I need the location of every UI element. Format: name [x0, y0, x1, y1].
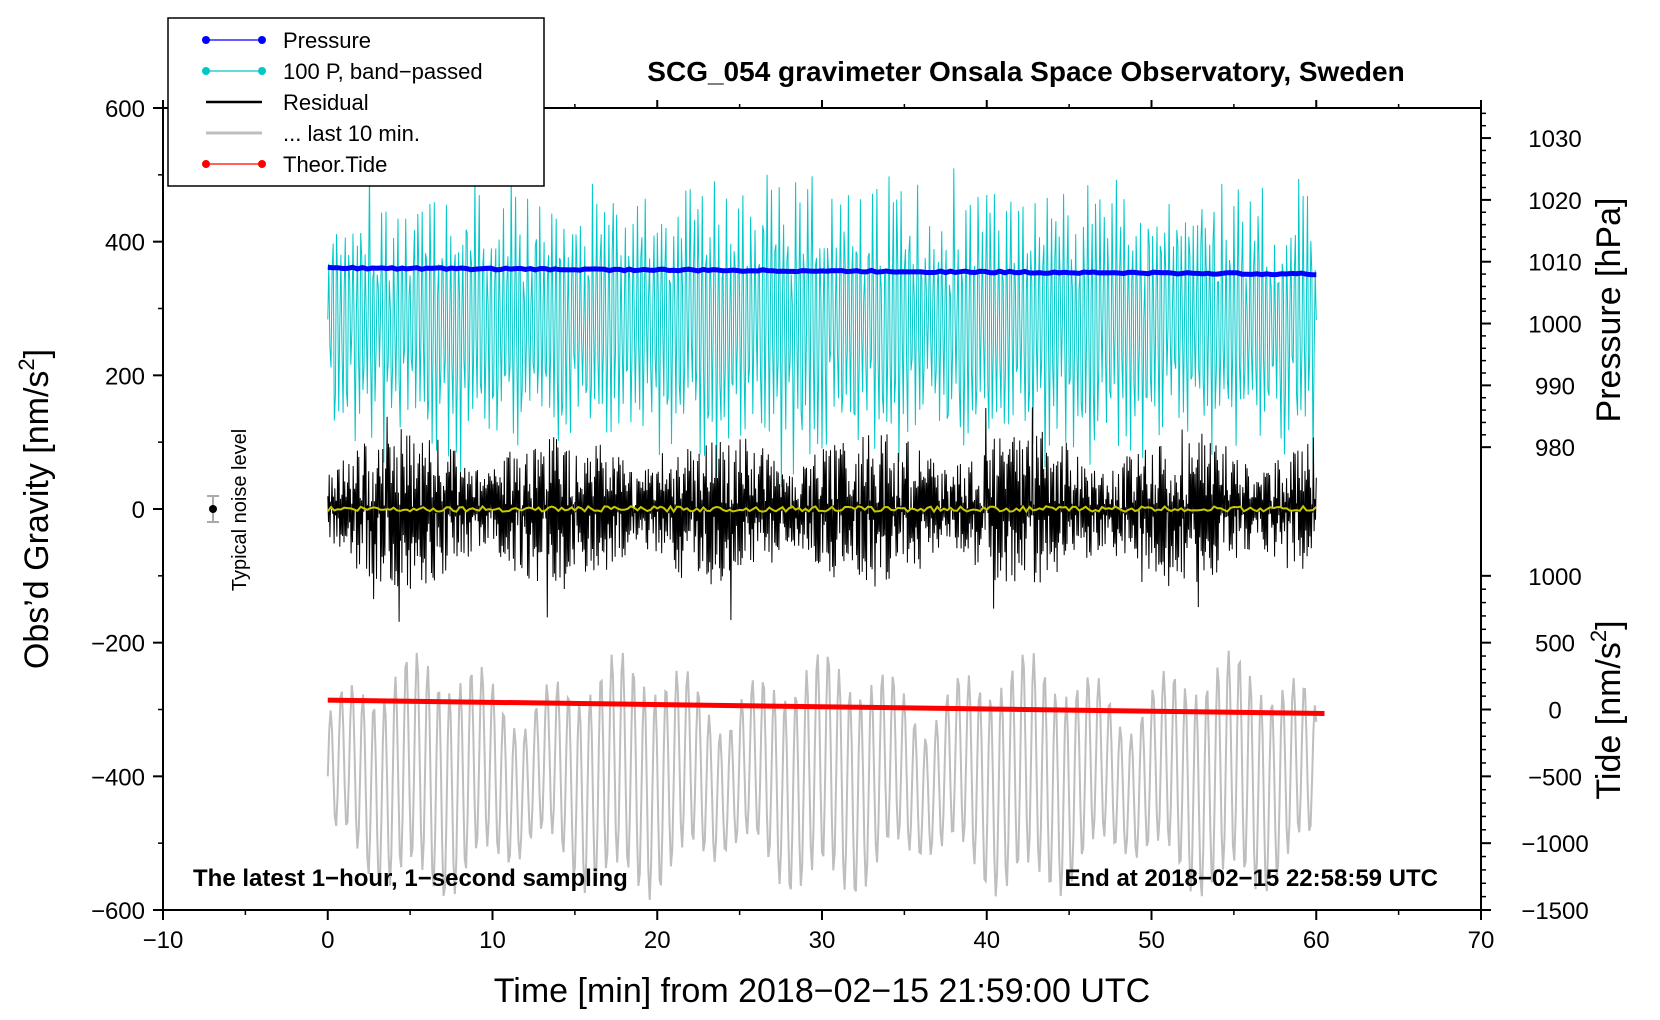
- y-tick-label: 400: [105, 230, 145, 257]
- y-axis-label-pressure: Pressure [hPa]: [1590, 198, 1628, 423]
- pressure-tick-label: 1000: [1528, 312, 1581, 339]
- y-axis-tide: 1000 500 0 −500 −1000 −1500: [1481, 564, 1589, 925]
- y-tick-label: −400: [91, 764, 145, 791]
- pressure-tick-label: 1010: [1528, 250, 1581, 277]
- x-tick-label: 20: [644, 927, 671, 954]
- y-axis-label-gravity-close: ]: [18, 349, 56, 358]
- legend-marker-end: [258, 36, 266, 44]
- y-axis-label-tide: Tide [nm/s2]: [1586, 620, 1628, 799]
- legend-marker-start: [202, 160, 210, 168]
- y-tick-label: −600: [91, 898, 145, 925]
- legend-marker-start: [202, 36, 210, 44]
- x-axis: −10 0 10 20 30 40 50 60 70: [143, 100, 1495, 954]
- y-tick-label: −200: [91, 631, 145, 658]
- y-axis-pressure: 1030 1020 1010 1000 990 980: [1481, 112, 1582, 462]
- pressure-line: [327, 264, 1317, 278]
- y-tick-label: 0: [132, 497, 145, 524]
- noise-indicator: Typical noise level: [207, 429, 251, 591]
- x-tick-label: 70: [1468, 927, 1495, 954]
- x-axis-label: Time [min] from 2018−02−15 21:59:00 UTC: [494, 972, 1150, 1010]
- x-tick-label: −10: [143, 927, 184, 954]
- tide-tick-label: 500: [1535, 631, 1575, 658]
- legend-label: 100 P, band−passed: [283, 59, 483, 84]
- y-axis-label-gravity-text: Obs’d Gravity [nm/s: [18, 371, 56, 670]
- legend-label: ... last 10 min.: [283, 121, 420, 146]
- legend-label: Pressure: [283, 28, 371, 53]
- legend-marker-end: [258, 67, 266, 75]
- y-axis-label-tide-close: ]: [1590, 620, 1628, 629]
- legend-marker-start: [202, 67, 210, 75]
- annotation-end-time: End at 2018−02−15 22:58:59 UTC: [1064, 865, 1438, 892]
- residual-line: [327, 407, 1317, 622]
- mean-residual-line: [326, 504, 1317, 514]
- annotation-latest-hour: The latest 1−hour, 1−second sampling: [193, 865, 628, 892]
- legend-marker-end: [258, 160, 266, 168]
- tide-tick-label: 0: [1548, 698, 1561, 725]
- x-tick-label: 60: [1303, 927, 1330, 954]
- legend: Pressure 100 P, band−passed Residual ... la…: [167, 17, 545, 187]
- legend-label: Residual: [283, 90, 369, 115]
- tide-tick-label: 1000: [1528, 564, 1581, 591]
- legend-label: Theor.Tide: [283, 152, 387, 177]
- bandpassed-pressure-line: [327, 168, 1317, 488]
- series-layer: [326, 168, 1325, 900]
- y-axis-label-tide-text: Tide [nm/s: [1590, 642, 1628, 799]
- y-tick-label: 200: [105, 363, 145, 390]
- pressure-tick-label: 1030: [1528, 126, 1581, 153]
- y-axis-label-tide-sup: 2: [1586, 630, 1611, 642]
- tide-tick-label: −500: [1528, 764, 1582, 791]
- y-axis-gravity: 600 400 200 0 −200 −400 −600: [91, 96, 163, 925]
- x-tick-label: 50: [1138, 927, 1165, 954]
- y-axis-label-gravity-sup: 2: [14, 358, 39, 370]
- pressure-tick-label: 1020: [1528, 188, 1581, 215]
- theoretical-tide-line: [327, 697, 1325, 717]
- x-tick-label: 10: [479, 927, 506, 954]
- noise-label: Typical noise level: [229, 429, 251, 591]
- y-axis-label-gravity: Obs’d Gravity [nm/s2]: [14, 349, 56, 669]
- y-tick-label: 600: [105, 96, 145, 123]
- x-tick-label: 30: [809, 927, 836, 954]
- x-tick-label: 40: [973, 927, 1000, 954]
- pressure-tick-label: 980: [1535, 435, 1575, 462]
- x-tick-label: 0: [321, 927, 334, 954]
- pressure-tick-label: 990: [1535, 373, 1575, 400]
- tide-tick-label: −1500: [1521, 898, 1588, 925]
- tide-tick-label: −1000: [1521, 831, 1588, 858]
- noise-point: [209, 505, 217, 513]
- last-10-min-line: [326, 650, 1318, 900]
- chart-title: SCG_054 gravimeter Onsala Space Observat…: [647, 56, 1404, 87]
